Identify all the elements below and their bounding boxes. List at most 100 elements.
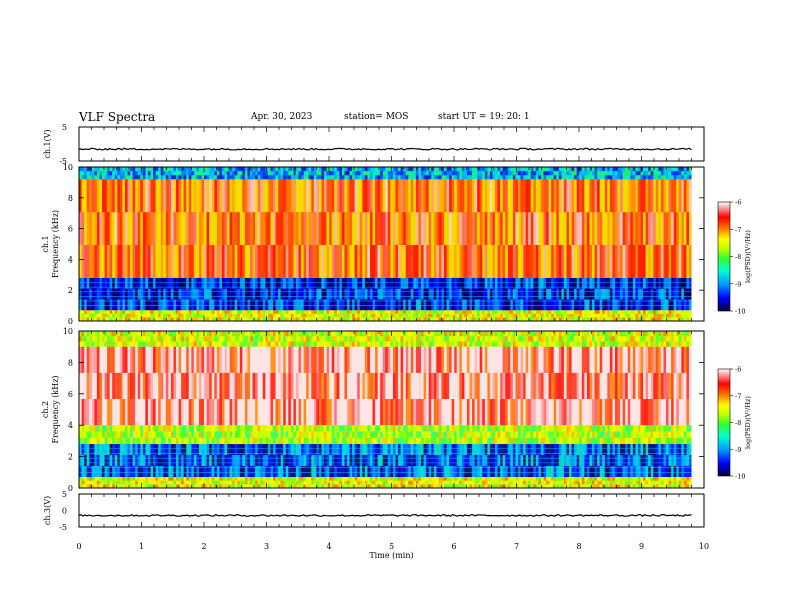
spectrogram-cell [369,399,373,426]
spectrogram-cell [367,317,371,321]
spectrogram-cell [367,341,371,347]
spectrogram-cell [367,171,371,176]
spectrogram-cell [625,299,628,311]
spectrogram-cell [237,484,241,488]
spectrogram-cell [132,431,136,438]
spectrogram-cell [96,171,100,176]
spectrogram-cell [204,175,207,180]
spectrogram-cell [645,171,649,176]
spectrogram-cell [229,179,233,213]
spectrogram-cell [443,310,447,314]
spectrogram-cell [211,444,215,456]
spectrogram-cell [219,171,223,176]
spectrogram-cell [418,484,422,488]
spectrogram-cell [428,245,432,278]
spectrogram-cell [145,431,149,438]
spectrogram-cell [324,212,327,246]
spectrogram-cell [413,466,417,478]
spectrogram-cell [237,171,241,176]
spectrogram-cell [295,372,299,400]
spectrogram-cell [204,455,207,467]
spectrogram-cell [635,277,639,289]
spectrogram-cell [382,299,386,311]
spectrogram-cell [415,317,419,321]
spectrogram-cell [147,245,151,278]
spectrogram-cell [375,341,378,347]
spectrogram-cell [262,444,266,456]
spectrogram-cell [224,336,228,342]
spectrogram-cell [459,179,463,213]
spectrogram-cell [96,336,100,342]
spectrogram-cell [135,277,138,289]
spectrogram-cell [175,317,179,321]
spectrogram-cell [449,288,452,300]
spectrogram-cell [295,477,299,481]
spectrogram-cell [96,277,100,289]
spectrogram-cell [293,288,297,300]
spectrogram-cell [449,167,452,172]
spectrogram-cell [420,399,424,426]
spectrogram-cell [196,288,200,300]
spectrogram-cell [311,455,315,467]
spectrogram-cell [107,179,110,213]
spectrogram-cell [510,171,514,176]
spectrogram-cell [155,341,159,347]
spectrogram-cell [505,299,509,311]
spectrogram-cell [586,299,590,311]
spectrogram-cell [426,212,429,246]
spectrogram-cell [109,455,113,467]
spectrogram-cell [150,336,154,342]
spectrogram-cell [395,455,399,467]
spectrogram-cell [405,179,409,213]
spectrogram-cell [229,310,233,314]
spectrogram-cell [443,179,447,213]
spectrogram-cell [140,425,144,432]
spectrogram-cell [520,277,524,289]
spectrogram-cell [372,484,376,488]
spectrogram-cell [170,175,174,180]
spectrogram-cell [191,331,195,337]
spectrogram-cell [671,317,674,321]
spectrogram-cell [79,277,82,289]
spectrogram-cell [216,431,220,438]
spectrogram-cell [627,277,631,289]
spectrogram-cell [308,437,312,445]
spectrogram-cell [308,167,312,172]
spectrogram-cell [441,245,445,278]
spectrogram-cell [170,171,174,176]
spectrogram-cell [548,313,552,318]
spectrogram-cell [260,372,264,400]
spectrogram-cell [648,310,651,314]
spectrogram-cell [183,313,187,318]
spectrogram-cell [367,331,371,337]
spectrogram-cell [336,466,340,478]
spectrogram-cell [428,466,432,478]
spectrogram-cell [433,167,437,172]
spectrogram-cell [255,484,258,488]
spectrogram-cell [153,313,156,318]
spectrogram-cell [211,313,215,318]
spectrogram-cell [413,317,417,321]
spectrogram-cell [242,431,246,438]
spectrogram-cell [109,167,113,172]
spectrogram-cell [349,466,353,478]
spectrogram-cell [538,171,542,176]
spectrogram-cell [298,431,302,438]
spectrogram-cell [683,288,687,300]
spectrogram-cell [214,399,218,426]
spectrogram-cell [569,299,572,311]
spectrogram-cell [267,179,271,213]
spectrogram-cell [597,310,600,314]
spectrogram-cell [124,310,128,314]
spectrogram-cell [607,245,611,278]
spectrogram-cell [609,167,613,172]
spectrogram-cell [262,212,266,246]
spectrogram-cell [614,277,618,289]
spectrogram-cell [413,167,417,172]
spectrogram-cell [244,175,248,180]
spectrogram-cell [117,480,121,485]
spectrogram-cell [459,310,463,314]
spectrogram-cell [170,331,174,337]
spectrogram-cell [324,437,327,445]
spectrogram-cell [163,179,167,213]
